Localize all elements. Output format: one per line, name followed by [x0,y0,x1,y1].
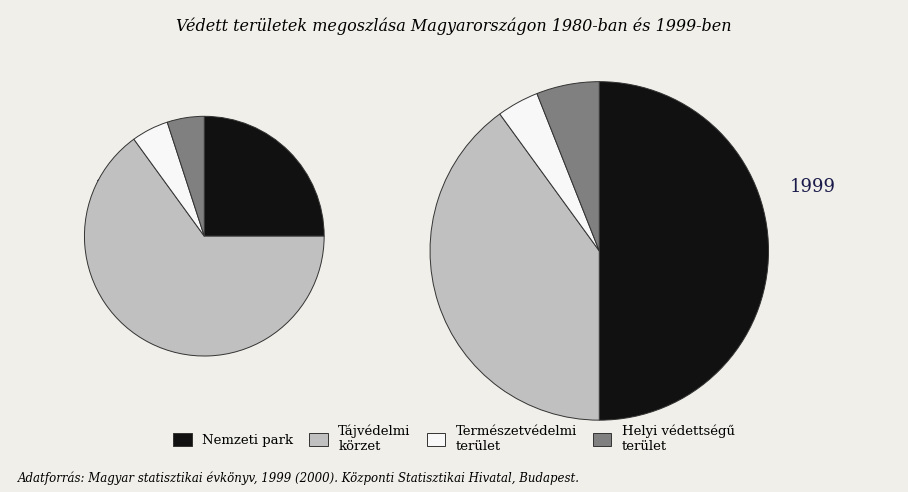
Wedge shape [204,116,324,236]
Text: 1999: 1999 [790,178,835,196]
Wedge shape [167,116,204,236]
Wedge shape [84,139,324,356]
Wedge shape [499,93,599,251]
Wedge shape [133,122,204,236]
Wedge shape [430,114,599,420]
Wedge shape [599,82,768,420]
Legend: Nemzeti park, Tájvédelmi
körzet, Természetvédelmi
terület, Helyi védettségű
terü: Nemzeti park, Tájvédelmi körzet, Termész… [173,425,735,454]
Text: Adatforrás: Magyar statisztikai évkönyv, 1999 (2000). Központi Statisztikai Hiva: Adatforrás: Magyar statisztikai évkönyv,… [18,471,580,485]
Text: 1980: 1980 [95,178,141,196]
Text: Védett területek megoszlása Magyarországon 1980-ban és 1999-ben: Védett területek megoszlása Magyarország… [176,17,732,35]
Wedge shape [537,82,599,251]
